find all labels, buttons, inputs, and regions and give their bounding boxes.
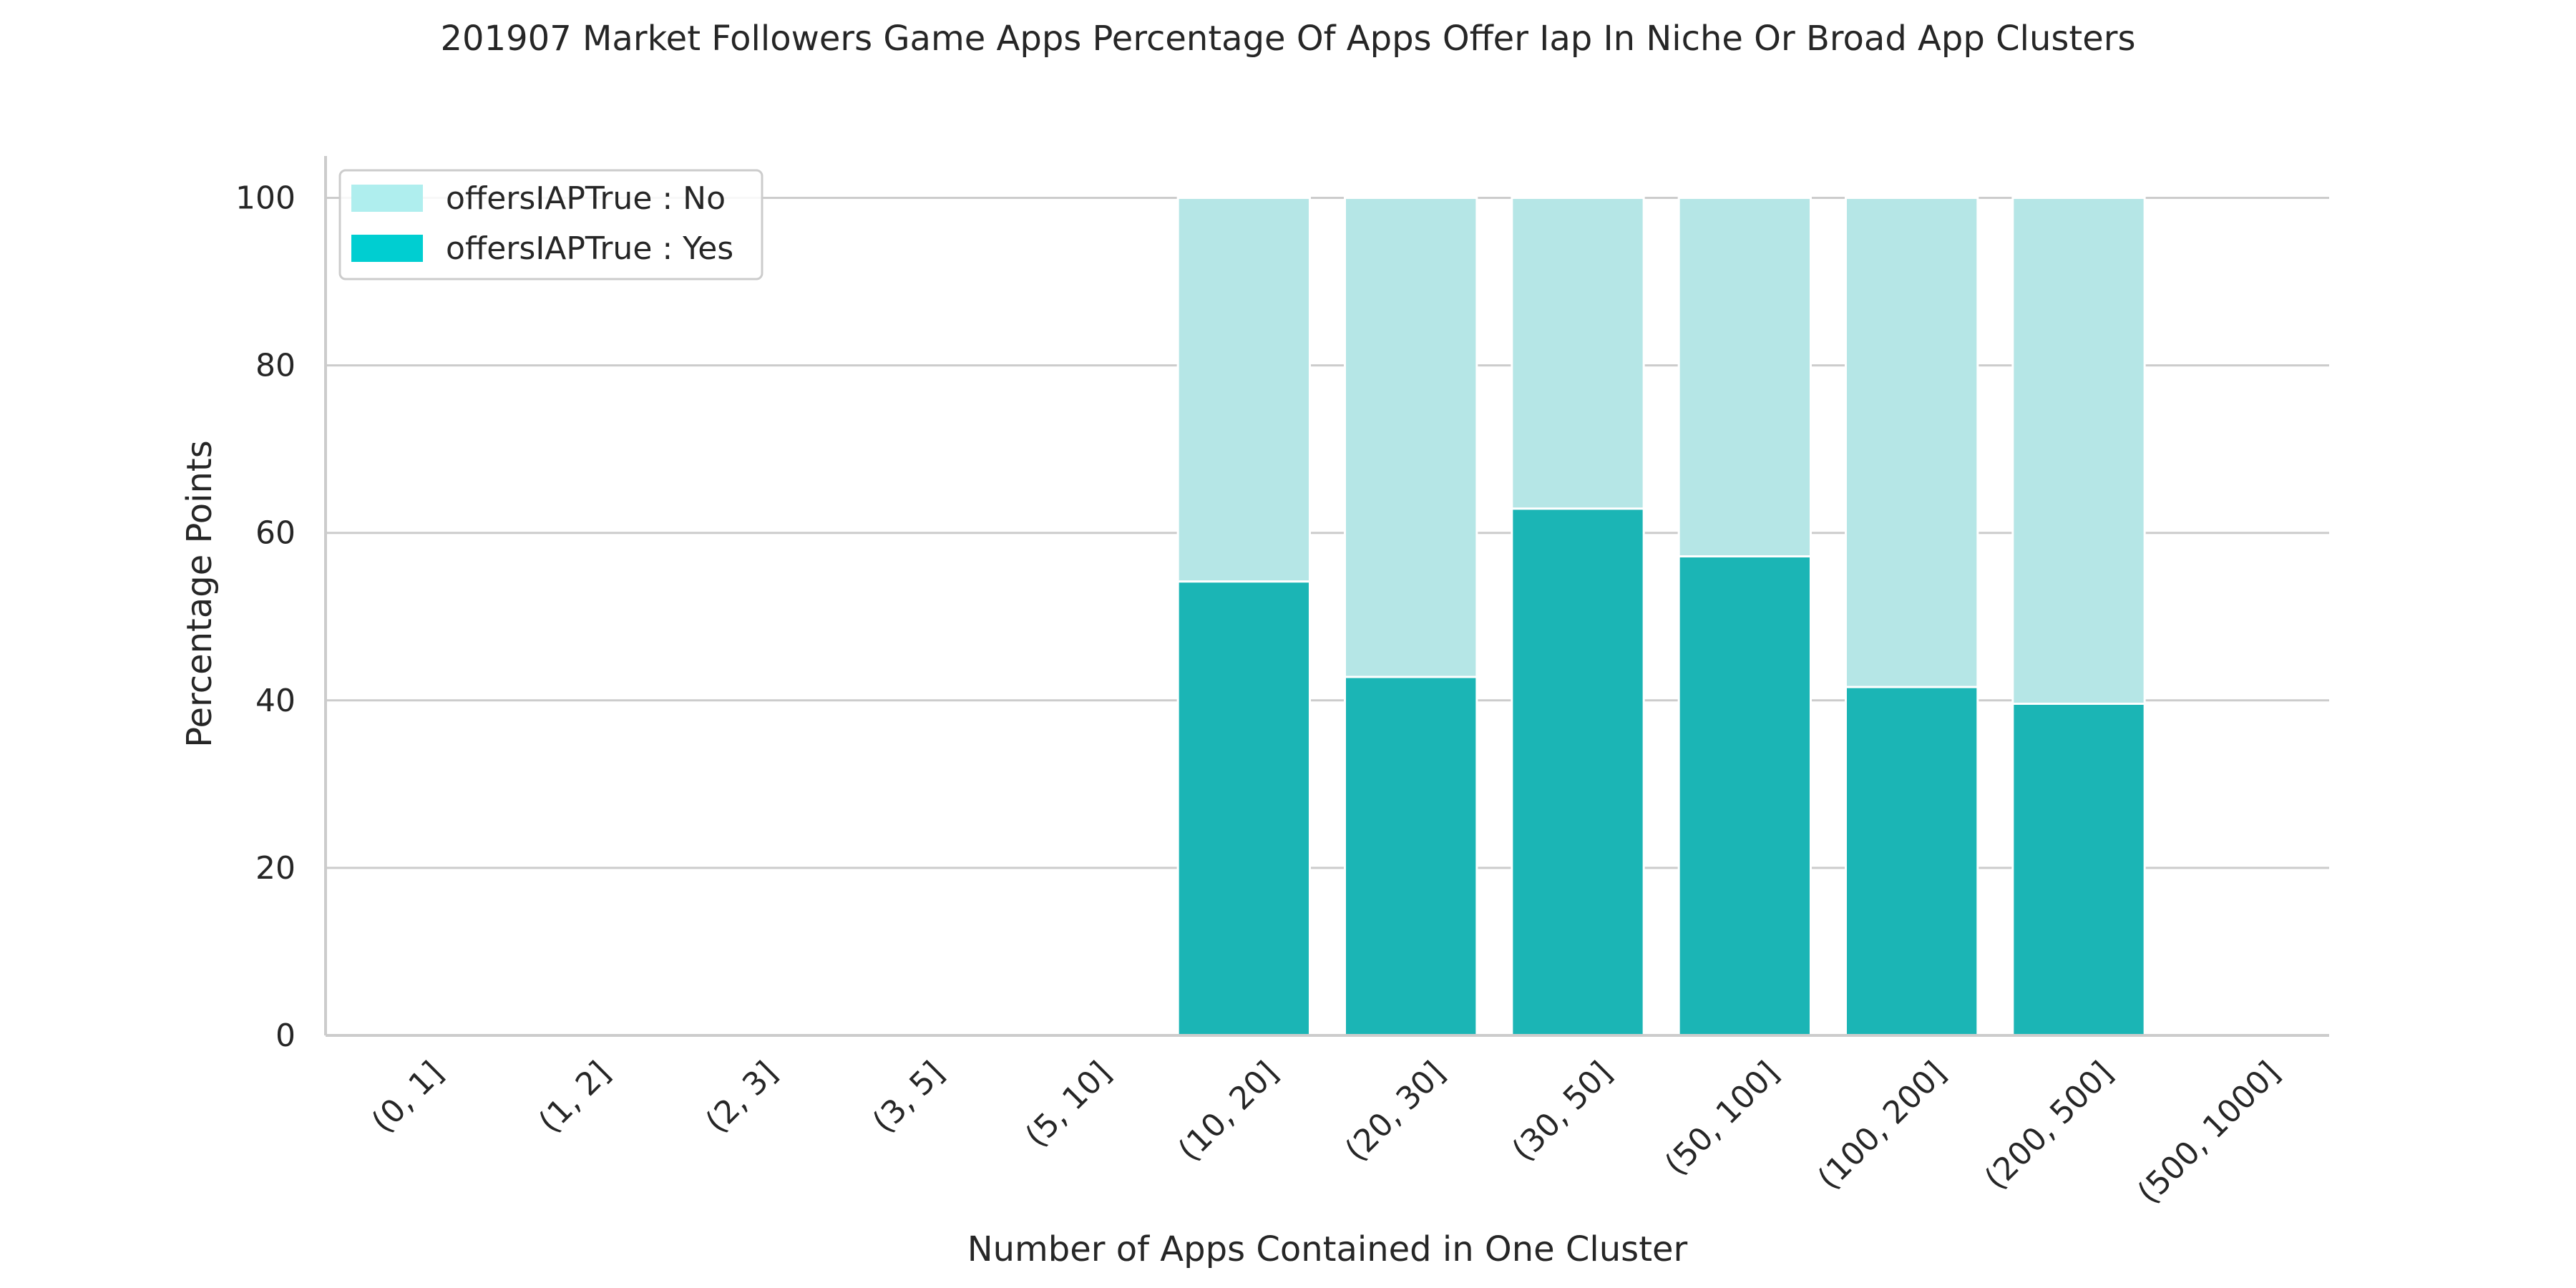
x-tick-label: (0, 1] [365, 1055, 451, 1141]
bar-segment-no [1511, 197, 1645, 510]
y-tick-label: 40 [255, 683, 296, 719]
bar-segment-yes [1845, 686, 1979, 1037]
bar-segment-no [1176, 197, 1311, 583]
bar-segment-no [1845, 197, 1979, 688]
bar-segment-yes [1344, 675, 1478, 1037]
x-tick-label: (10, 20] [1171, 1055, 1285, 1169]
x-tick-label: (30, 50] [1505, 1055, 1619, 1169]
y-tick-label: 100 [235, 180, 296, 217]
chart-title: 201907 Market Followers Game Apps Percen… [441, 19, 2136, 59]
x-tick-label: (2, 3] [698, 1055, 784, 1141]
bar-segment-yes [2011, 702, 2146, 1037]
x-tick-label: (5, 10] [1018, 1055, 1118, 1155]
bar-segment-no [2011, 197, 2146, 705]
x-tick-label: (500, 1000] [2130, 1055, 2287, 1211]
x-tick-label: (200, 500] [1978, 1055, 2120, 1197]
y-tick-labels: 0 20 40 60 80 100 [235, 180, 296, 1054]
bar-segment-yes [1176, 580, 1311, 1037]
legend-swatch [351, 235, 423, 262]
y-tick-label: 80 [255, 348, 296, 384]
bar-segment-no [1344, 197, 1478, 678]
legend-label: offersIAPTrue : No [446, 180, 726, 217]
bars [1176, 197, 2146, 1037]
legend: offersIAPTrue : No offersIAPTrue : Yes [338, 169, 763, 280]
x-tick-label: (3, 5] [866, 1055, 952, 1141]
legend-label: offersIAPTrue : Yes [446, 230, 733, 267]
y-tick-label: 20 [255, 850, 296, 887]
bar-segment-no [1677, 197, 1813, 557]
x-tick-label: (100, 200] [1811, 1055, 1953, 1197]
x-axis-label: Number of Apps Contained in One Cluster [967, 1229, 1688, 1269]
y-tick-label: 0 [275, 1018, 296, 1054]
legend-swatch [351, 185, 423, 212]
y-axis-label: Percentage Points [180, 440, 220, 747]
x-tick-labels: (0, 1] (1, 2] (2, 3] (3, 5] (5, 10] (10, 20] (… [365, 1055, 2287, 1211]
axes [324, 156, 2329, 1037]
x-tick-label: (1, 2] [532, 1055, 618, 1141]
bar-segment-yes [1677, 555, 1813, 1037]
bar-segment-yes [1511, 507, 1645, 1037]
x-tick-label: (50, 100] [1658, 1055, 1786, 1183]
x-tick-label: (20, 30] [1338, 1055, 1452, 1169]
y-tick-label: 60 [255, 515, 296, 552]
legend-box [338, 169, 763, 280]
